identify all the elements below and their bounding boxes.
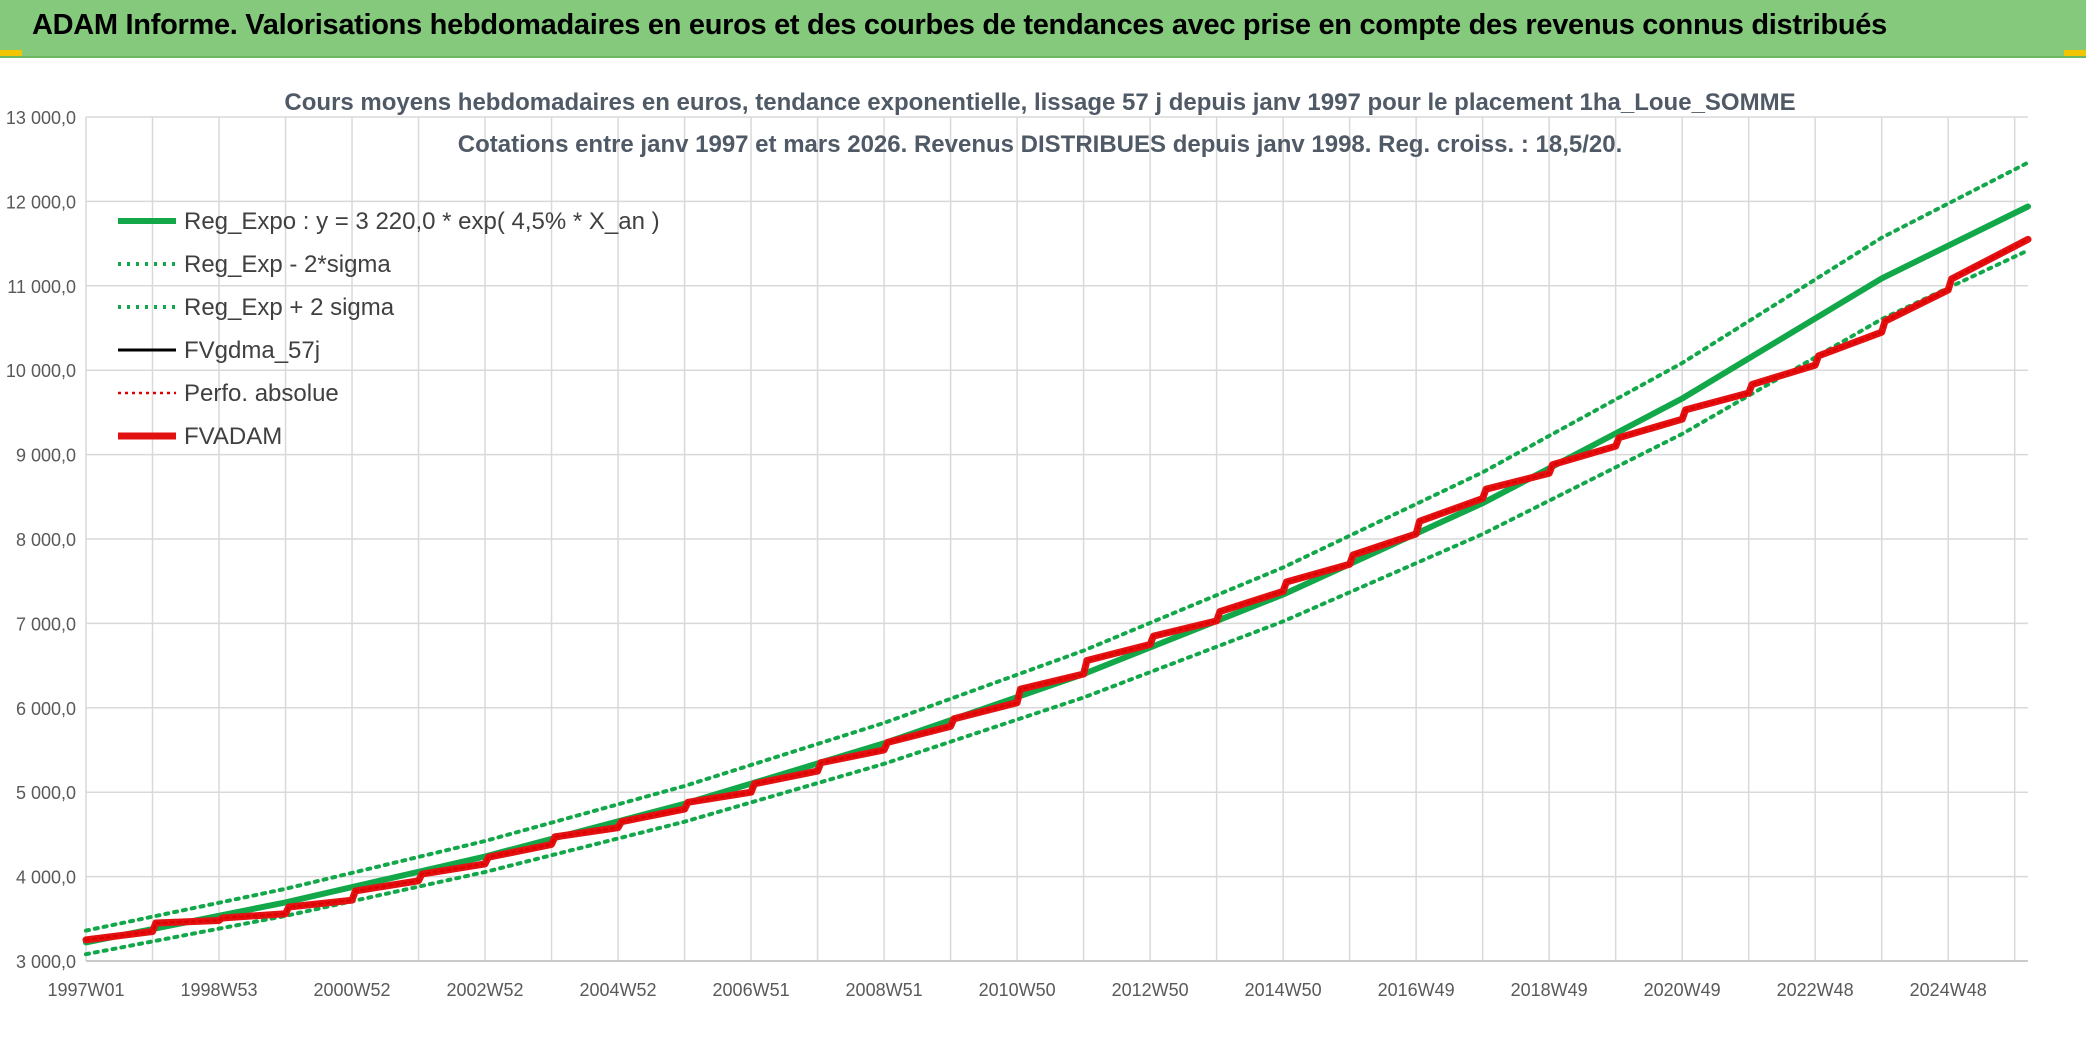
report-header: ADAM Informe. Valorisations hebdomadaire… bbox=[0, 0, 2086, 58]
x-tick-label: 1997W01 bbox=[47, 980, 124, 1000]
x-tick-label: 2008W51 bbox=[846, 980, 923, 1000]
legend-label: Reg_Exp + 2 sigma bbox=[184, 294, 395, 321]
y-tick-label: 12 000,0 bbox=[6, 192, 76, 212]
series-line-1 bbox=[84, 248, 2030, 957]
legend-label: Perfo. absolue bbox=[184, 380, 339, 407]
series-line-5 bbox=[82, 235, 2032, 944]
x-tick-label: 2012W50 bbox=[1112, 980, 1189, 1000]
report-title: ADAM Informe. Valorisations hebdomadaire… bbox=[32, 9, 1887, 41]
y-tick-label: 13 000,0 bbox=[6, 108, 76, 128]
x-tick-label: 2016W49 bbox=[1378, 980, 1455, 1000]
x-tick-label: 2018W49 bbox=[1511, 980, 1588, 1000]
y-tick-label: 6 000,0 bbox=[16, 699, 76, 719]
y-tick-label: 5 000,0 bbox=[16, 783, 76, 803]
x-tick-label: 2002W52 bbox=[447, 980, 524, 1000]
series-layer bbox=[82, 160, 2032, 957]
legend-label: Reg_Exp - 2*sigma bbox=[184, 251, 391, 278]
y-tick-label: 11 000,0 bbox=[7, 277, 76, 297]
y-tick-label: 10 000,0 bbox=[6, 361, 76, 381]
chart-title-line1: Cours moyens hebdomadaires en euros, ten… bbox=[284, 89, 1795, 116]
x-tick-label: 2006W51 bbox=[713, 980, 790, 1000]
x-axis-ticks: 1997W01 1998W53 2000W52 2002W52 2004W52 2006W… bbox=[47, 980, 1986, 1000]
x-tick-label: 2014W50 bbox=[1245, 980, 1322, 1000]
corner-accent-right bbox=[2064, 50, 2086, 56]
y-axis-ticks: 3 000,0 4 000,0 5 000,0 6 000,0 7 000,0 8 000… bbox=[6, 108, 76, 972]
legend-label: FVgdma_57j bbox=[184, 337, 320, 364]
corner-accent-left bbox=[0, 50, 22, 56]
y-tick-label: 8 000,0 bbox=[16, 530, 76, 550]
series-line-4 bbox=[84, 238, 2030, 942]
x-tick-label: 2004W52 bbox=[580, 980, 657, 1000]
x-tick-label: 2010W50 bbox=[979, 980, 1056, 1000]
legend-label: FVADAM bbox=[184, 423, 282, 450]
x-tick-label: 2000W52 bbox=[313, 980, 390, 1000]
y-tick-label: 3 000,0 bbox=[16, 952, 76, 972]
y-tick-label: 9 000,0 bbox=[16, 446, 76, 466]
series-line-3 bbox=[84, 237, 2030, 942]
chart-legend: Reg_Expo : y = 3 220,0 * exp( 4,5% * X_a… bbox=[118, 208, 660, 450]
y-tick-label: 4 000,0 bbox=[16, 868, 76, 888]
x-tick-label: 1998W53 bbox=[180, 980, 257, 1000]
series-line-2 bbox=[84, 160, 2030, 933]
legend-label: Reg_Expo : y = 3 220,0 * exp( 4,5% * X_a… bbox=[184, 208, 660, 235]
x-tick-label: 2022W48 bbox=[1777, 980, 1854, 1000]
x-tick-label: 2020W49 bbox=[1644, 980, 1721, 1000]
x-tick-label: 2024W48 bbox=[1910, 980, 1987, 1000]
chart-title-line2: Cotations entre janv 1997 et mars 2026. … bbox=[458, 131, 1623, 158]
chart-grid bbox=[85, 116, 2028, 962]
y-tick-label: 7 000,0 bbox=[16, 614, 76, 634]
